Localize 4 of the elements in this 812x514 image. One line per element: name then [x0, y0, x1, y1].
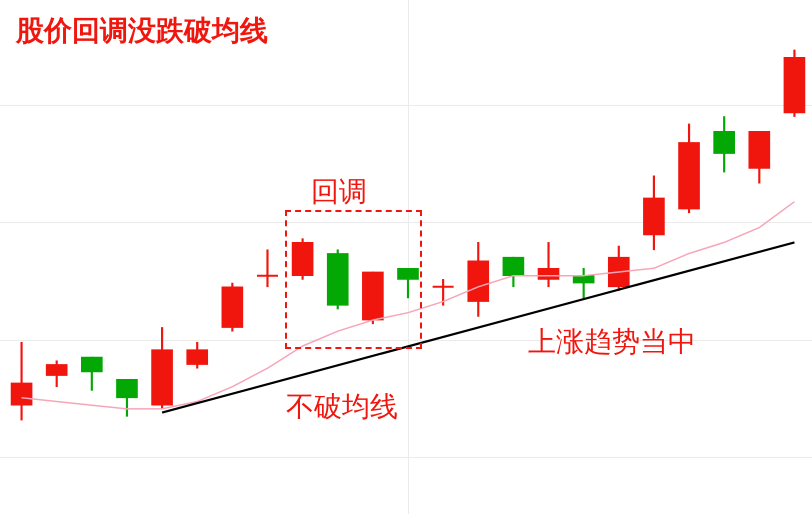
chart-title: 股价回调没跌破均线 — [16, 13, 268, 49]
annotation: 上涨趋势当中 — [528, 324, 696, 360]
annotation: 不破均线 — [286, 389, 398, 425]
annotation: 回调 — [311, 174, 367, 210]
